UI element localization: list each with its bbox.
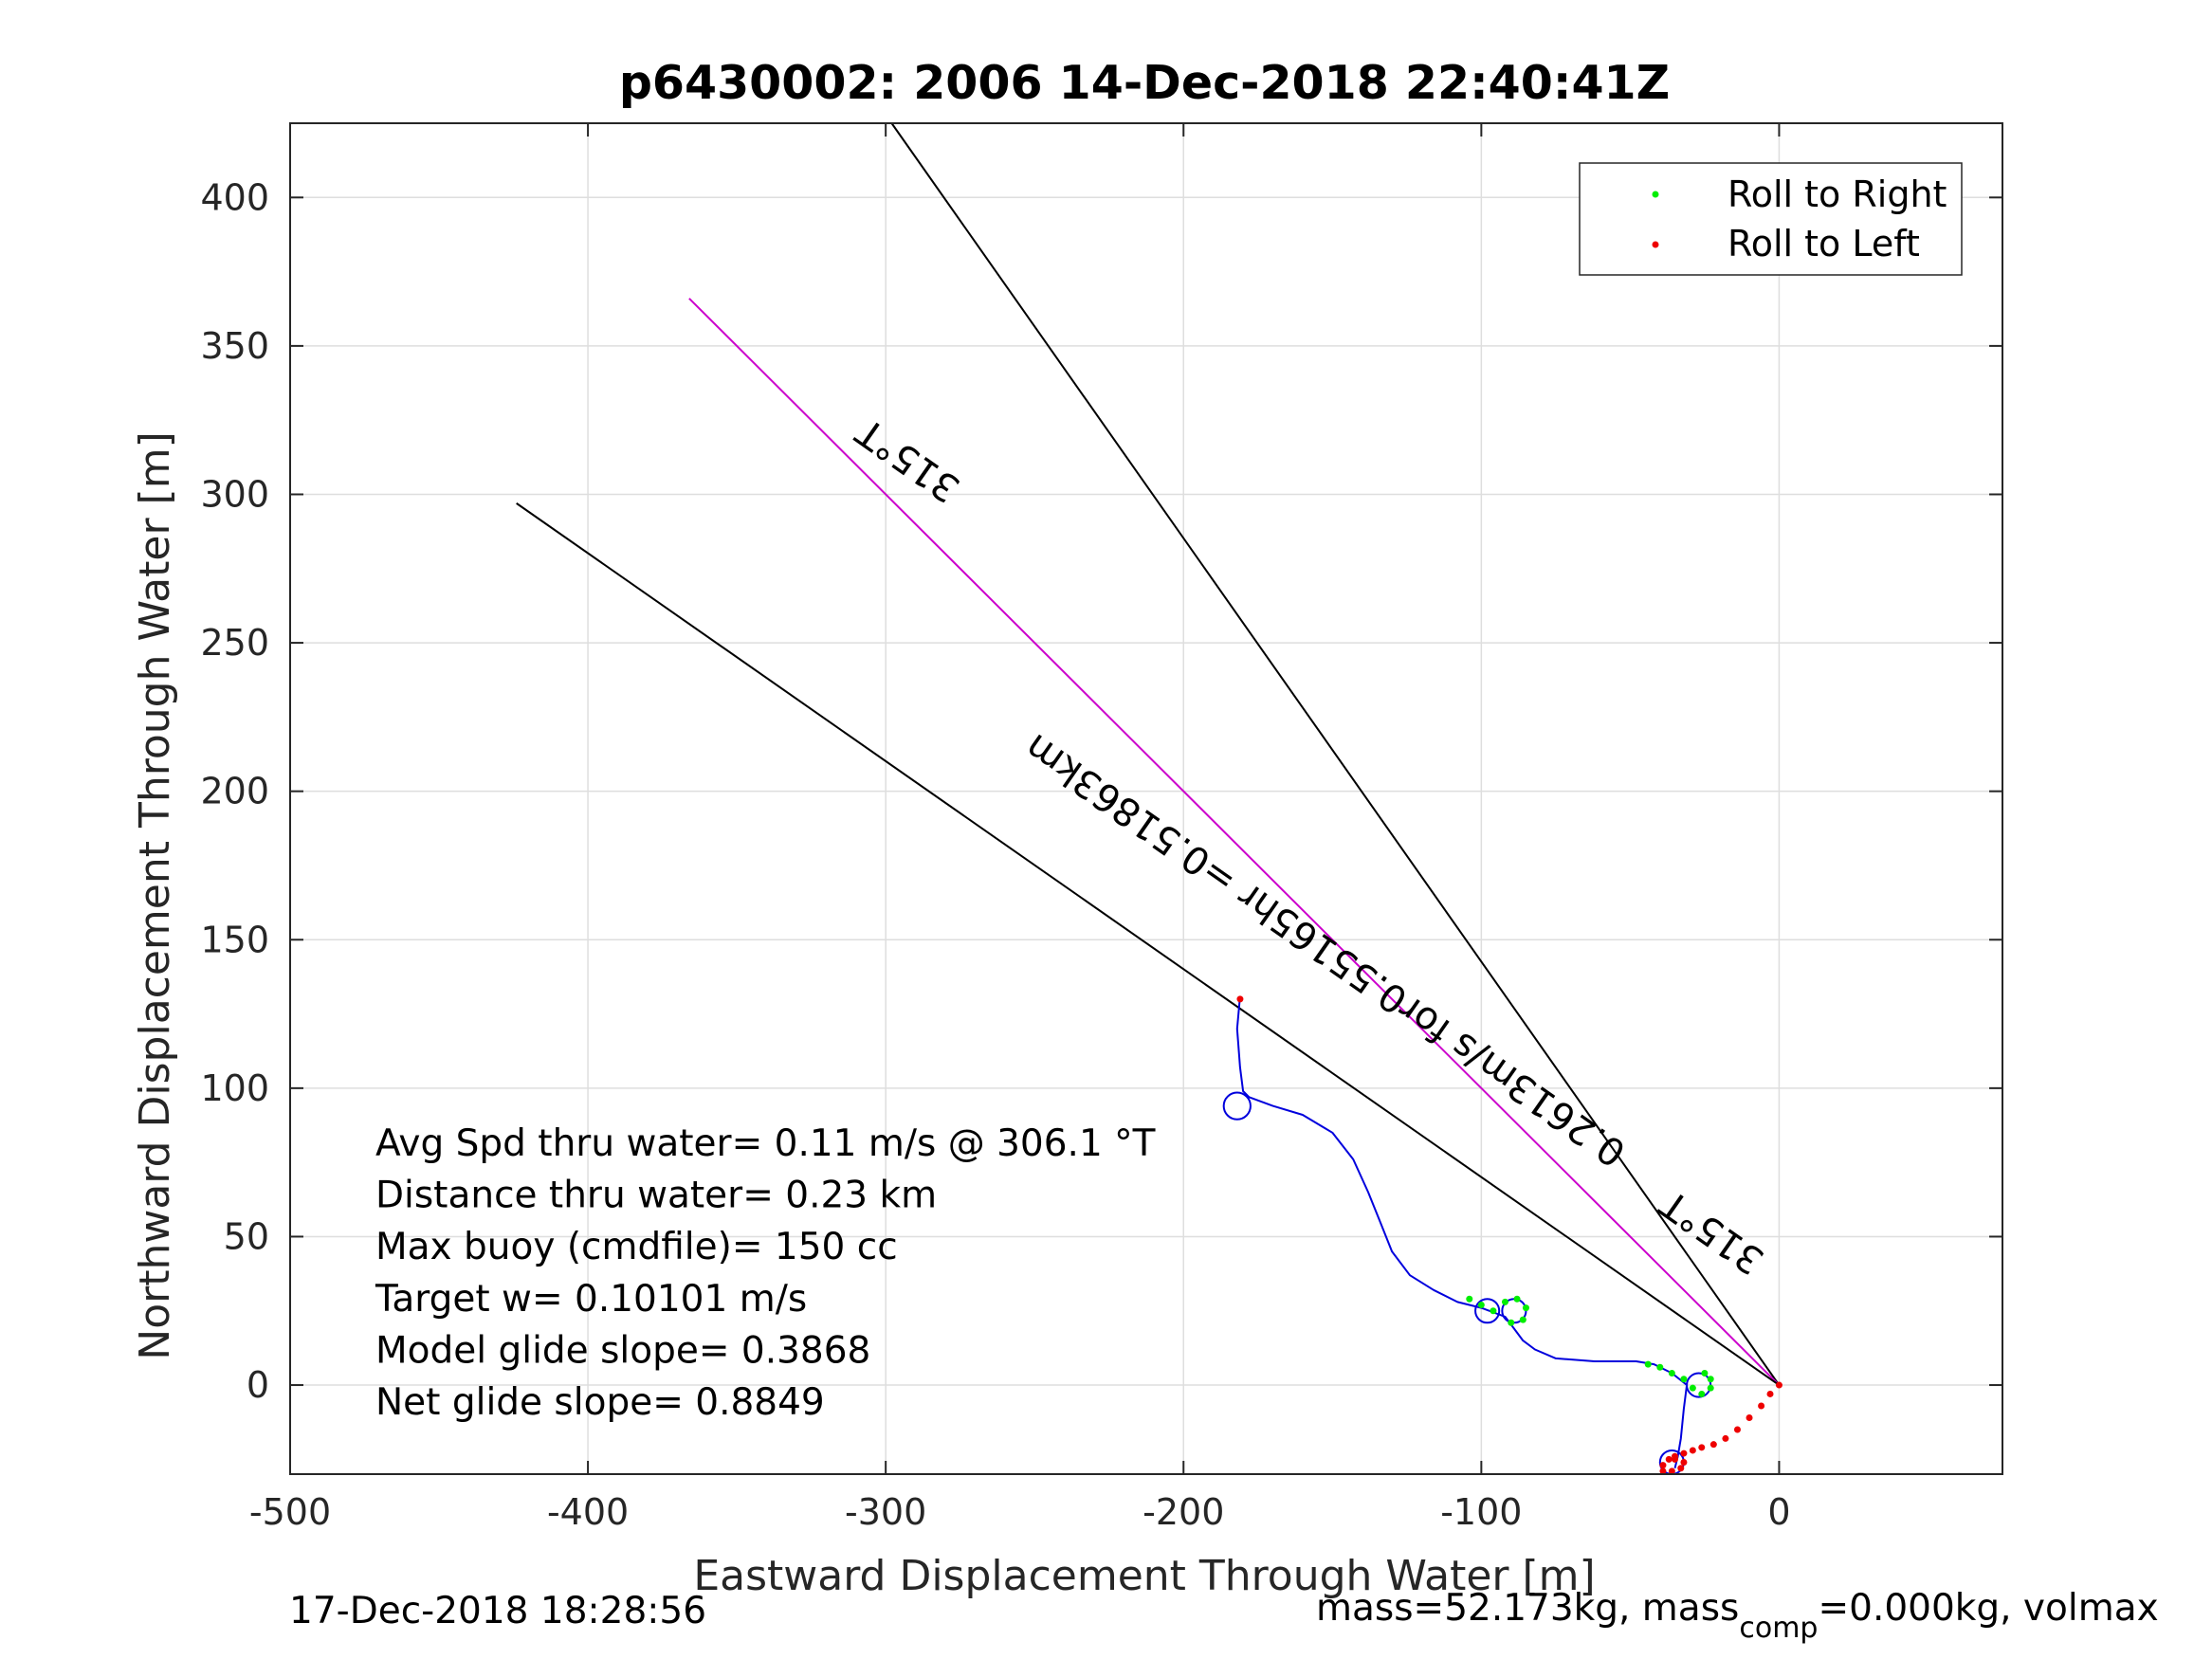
y-tick-label: 250 — [200, 622, 269, 664]
roll-left-point — [1236, 995, 1244, 1003]
x-tick-label: -400 — [547, 1491, 629, 1533]
roll-left-point — [1668, 1468, 1675, 1475]
roll-left-point — [1758, 1402, 1765, 1410]
y-tick-label: 0 — [247, 1364, 269, 1406]
roll-left-point — [1677, 1465, 1685, 1472]
roll-right-point — [1707, 1376, 1714, 1383]
roll-left-point — [1665, 1455, 1673, 1463]
stats-block: Avg Spd thru water= 0.11 m/s @ 306.1 °T D… — [375, 1122, 1156, 1424]
legend-label-roll-right: Roll to Right — [1728, 173, 1947, 215]
footer-date: 17-Dec-2018 18:28:56 — [289, 1590, 706, 1632]
reference-lines — [516, 122, 1781, 1386]
legend-label-roll-left: Roll to Left — [1728, 223, 1920, 264]
legend-marker-roll-right — [1652, 191, 1659, 198]
y-tick-label: 300 — [200, 473, 269, 515]
roll-right-point — [1689, 1384, 1696, 1392]
x-tick-label: -200 — [1143, 1491, 1224, 1533]
y-axis-label: Northward Displacement Through Water [m] — [131, 431, 179, 1359]
y-tick-label: 400 — [200, 176, 269, 218]
legend: Roll to Right Roll to Left — [1579, 162, 1963, 276]
roll-right-point — [1490, 1307, 1497, 1315]
stat-line: Target w= 0.10101 m/s — [375, 1278, 807, 1321]
roll-right-point — [1701, 1370, 1709, 1377]
roll-left-point — [1659, 1468, 1667, 1475]
stat-line: Max buoy (cmdfile)= 150 cc — [375, 1226, 898, 1268]
roll-left-point — [1680, 1458, 1688, 1466]
roll-right-point — [1522, 1304, 1529, 1312]
footer-mass-suffix: =0.000kg, volmax — [1818, 1587, 2158, 1630]
roll-left-point — [1733, 1426, 1741, 1433]
axes-box — [289, 122, 2003, 1475]
x-tick-label: -300 — [845, 1491, 926, 1533]
axis-ticks — [289, 123, 2002, 1474]
y-tick-label: 50 — [224, 1215, 269, 1257]
y-tick-label: 150 — [200, 919, 269, 960]
chart-title: p6430002: 2006 14-Dec-2018 22:40:41Z — [619, 56, 1670, 110]
roll-left-point — [1709, 1441, 1717, 1449]
reference-line — [890, 122, 1781, 1386]
tick-labels: -500 -400 -300 -200 -100 0 0 50 100 150 200 250 300 3… — [200, 176, 1790, 1533]
legend-marker-roll-left — [1652, 241, 1659, 248]
legend-box — [1579, 162, 1963, 276]
y-tick-label: 200 — [200, 771, 269, 812]
roll-right-point — [1644, 1360, 1652, 1368]
reference-line — [688, 298, 1781, 1386]
roll-left-point — [1722, 1434, 1729, 1442]
roll-right-point — [1656, 1363, 1664, 1371]
roll-left-point — [1746, 1413, 1753, 1421]
roll-left-points — [1236, 995, 1782, 1475]
track-loop — [1474, 1298, 1501, 1324]
roll-left-point — [1698, 1444, 1706, 1451]
x-tick-label: 0 — [1767, 1491, 1790, 1533]
footer-mass: mass=52.173kg, masscomp=0.000kg, volmax — [1316, 1587, 2159, 1645]
roll-right-point — [1707, 1384, 1714, 1392]
grid — [289, 123, 2002, 1474]
roll-right-point — [1668, 1370, 1675, 1377]
roll-left-point — [1775, 1381, 1782, 1389]
x-tick-label: -100 — [1440, 1491, 1522, 1533]
roll-left-point — [1672, 1455, 1679, 1463]
roll-right-points — [1466, 1295, 1714, 1397]
roll-right-point — [1698, 1390, 1706, 1397]
y-tick-label: 350 — [200, 325, 269, 367]
stat-line: Distance thru water= 0.23 km — [375, 1175, 937, 1217]
x-axis-label: Eastward Displacement Through Water [m] — [693, 1552, 1595, 1600]
roll-left-point — [1659, 1462, 1667, 1469]
roll-right-point — [1519, 1316, 1526, 1323]
reference-line — [516, 502, 1781, 1386]
roll-left-point — [1766, 1390, 1774, 1397]
footer-mass-subscript: comp — [1739, 1612, 1818, 1645]
roll-right-point — [1680, 1376, 1688, 1383]
track-loop — [1222, 1091, 1252, 1121]
roll-right-point — [1508, 1319, 1515, 1326]
stat-line: Model glide slope= 0.3868 — [375, 1329, 870, 1372]
roll-right-point — [1513, 1295, 1521, 1303]
roll-right-point — [1501, 1298, 1508, 1305]
roll-right-point — [1466, 1295, 1473, 1303]
stat-line: Avg Spd thru water= 0.11 m/s @ 306.1 °T — [375, 1122, 1156, 1165]
roll-right-point — [1477, 1301, 1485, 1308]
footer-mass-prefix: mass=52.173kg, mass — [1316, 1587, 1739, 1630]
y-tick-label: 100 — [200, 1067, 269, 1109]
roll-left-point — [1680, 1449, 1688, 1457]
roll-left-point — [1689, 1447, 1696, 1454]
stat-line: Net glide slope= 0.8849 — [375, 1381, 825, 1424]
x-tick-label: -500 — [249, 1491, 331, 1533]
